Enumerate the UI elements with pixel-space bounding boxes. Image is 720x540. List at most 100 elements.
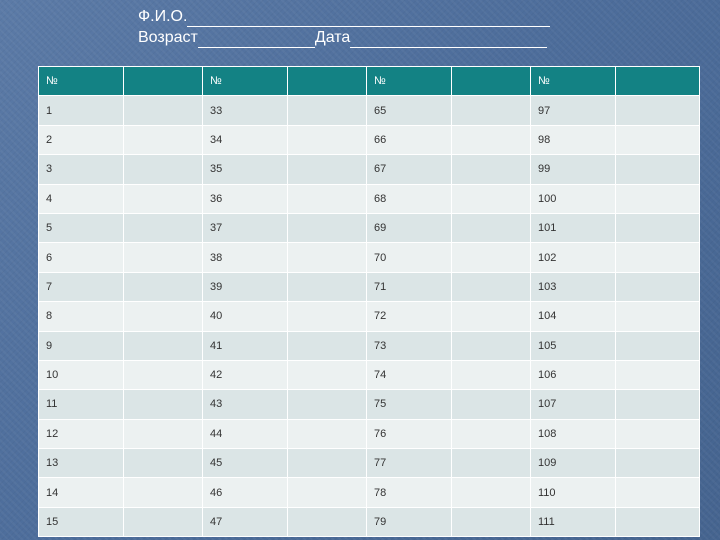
answer-cell[interactable] <box>451 183 531 214</box>
question-number-cell: 98 <box>530 124 616 156</box>
answer-cell[interactable] <box>123 183 203 214</box>
answer-cell[interactable] <box>451 448 531 479</box>
question-number-cell: 5 <box>38 212 124 244</box>
answer-cell[interactable] <box>123 212 203 244</box>
answer-cell[interactable] <box>451 95 531 126</box>
answer-cell[interactable] <box>123 506 203 538</box>
question-number-cell: 108 <box>530 418 616 450</box>
question-number-cell: 110 <box>530 477 616 508</box>
question-number-cell: 44 <box>202 418 288 450</box>
answer-cell[interactable] <box>615 124 700 156</box>
answer-cell[interactable] <box>287 183 367 214</box>
answer-cell[interactable] <box>451 418 531 450</box>
answer-cell[interactable] <box>615 95 700 126</box>
answer-cell[interactable] <box>615 301 700 332</box>
answer-cell[interactable] <box>287 212 367 244</box>
question-number-cell: 7 <box>38 271 124 303</box>
question-number-cell: 79 <box>366 506 452 538</box>
question-number-cell: 3 <box>38 154 124 185</box>
answer-cell[interactable] <box>123 301 203 332</box>
answer-cell[interactable] <box>451 301 531 332</box>
answer-cell[interactable] <box>287 95 367 126</box>
answer-cell[interactable] <box>287 154 367 185</box>
answer-cell[interactable] <box>287 359 367 391</box>
question-number-cell: 69 <box>366 212 452 244</box>
table-row: 15 47 79 111 <box>38 506 700 538</box>
question-number-cell: 8 <box>38 301 124 332</box>
header-number-cell: № <box>530 65 616 97</box>
question-number-cell: 38 <box>202 242 288 273</box>
answer-cell[interactable] <box>615 212 700 244</box>
answer-cell[interactable] <box>123 389 203 420</box>
table-row: 8 40 72 104 <box>38 301 700 332</box>
answer-cell[interactable] <box>615 389 700 420</box>
question-number-cell: 97 <box>530 95 616 126</box>
answer-cell[interactable] <box>615 242 700 273</box>
question-number-cell: 9 <box>38 330 124 361</box>
answer-cell[interactable] <box>123 359 203 391</box>
answer-cell[interactable] <box>615 154 700 185</box>
answer-cell[interactable] <box>615 183 700 214</box>
answer-cell[interactable] <box>451 124 531 156</box>
question-number-cell: 2 <box>38 124 124 156</box>
question-number-cell: 109 <box>530 448 616 479</box>
question-number-cell: 101 <box>530 212 616 244</box>
header-answer-cell <box>123 65 203 97</box>
answer-cell[interactable] <box>123 242 203 273</box>
answer-cell[interactable] <box>123 448 203 479</box>
question-number-cell: 40 <box>202 301 288 332</box>
answer-cell[interactable] <box>615 271 700 303</box>
answer-cell[interactable] <box>451 212 531 244</box>
answer-cell[interactable] <box>287 124 367 156</box>
answer-cell[interactable] <box>123 124 203 156</box>
answer-cell[interactable] <box>287 242 367 273</box>
header-number-cell: № <box>202 65 288 97</box>
answer-cell[interactable] <box>287 301 367 332</box>
question-number-cell: 13 <box>38 448 124 479</box>
question-number-cell: 10 <box>38 359 124 391</box>
question-number-cell: 111 <box>530 506 616 538</box>
answer-cell[interactable] <box>123 95 203 126</box>
answer-cell[interactable] <box>451 242 531 273</box>
answer-cell[interactable] <box>451 154 531 185</box>
table-row: 1 33 65 97 <box>38 95 700 126</box>
question-number-cell: 15 <box>38 506 124 538</box>
answer-cell[interactable] <box>123 271 203 303</box>
answer-cell[interactable] <box>287 389 367 420</box>
answer-cell[interactable] <box>451 359 531 391</box>
answer-cell[interactable] <box>451 389 531 420</box>
question-number-cell: 102 <box>530 242 616 273</box>
question-number-cell: 71 <box>366 271 452 303</box>
answer-cell[interactable] <box>451 330 531 361</box>
answer-cell[interactable] <box>451 506 531 538</box>
answer-cell[interactable] <box>287 330 367 361</box>
answer-cell[interactable] <box>615 359 700 391</box>
question-number-cell: 105 <box>530 330 616 361</box>
answer-cell[interactable] <box>287 418 367 450</box>
answer-cell[interactable] <box>615 330 700 361</box>
answer-cell[interactable] <box>451 271 531 303</box>
answer-cell[interactable] <box>287 506 367 538</box>
question-number-cell: 11 <box>38 389 124 420</box>
answer-cell[interactable] <box>123 154 203 185</box>
answer-cell[interactable] <box>123 477 203 508</box>
question-number-cell: 46 <box>202 477 288 508</box>
table-row: 4 36 68 100 <box>38 183 700 214</box>
question-number-cell: 103 <box>530 271 616 303</box>
answer-cell[interactable] <box>615 477 700 508</box>
answer-cell[interactable] <box>615 448 700 479</box>
answer-cell[interactable] <box>123 330 203 361</box>
answer-table: № № № № 1 33 65 97 2 34 66 98 3 35 67 99 4 36 68 100 5 37… <box>38 65 700 538</box>
question-number-cell: 106 <box>530 359 616 391</box>
question-number-cell: 67 <box>366 154 452 185</box>
answer-cell[interactable] <box>615 418 700 450</box>
age-label: Возраст <box>138 29 198 46</box>
answer-cell[interactable] <box>287 271 367 303</box>
question-number-cell: 72 <box>366 301 452 332</box>
answer-cell[interactable] <box>123 418 203 450</box>
answer-cell[interactable] <box>451 477 531 508</box>
table-row: 2 34 66 98 <box>38 124 700 156</box>
answer-cell[interactable] <box>615 506 700 538</box>
answer-cell[interactable] <box>287 477 367 508</box>
answer-cell[interactable] <box>287 448 367 479</box>
